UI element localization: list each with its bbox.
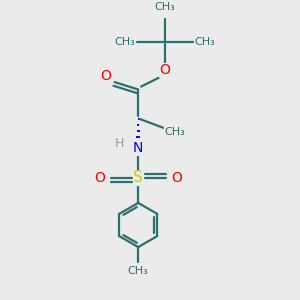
Text: CH₃: CH₃ xyxy=(154,2,175,12)
Text: S: S xyxy=(133,170,143,185)
Text: O: O xyxy=(159,63,170,77)
Text: CH₃: CH₃ xyxy=(165,127,185,137)
Text: CH₃: CH₃ xyxy=(194,38,215,47)
Text: H: H xyxy=(114,136,124,150)
Text: CH₃: CH₃ xyxy=(128,266,148,276)
Text: N: N xyxy=(133,141,143,155)
Text: O: O xyxy=(94,171,105,185)
Text: CH₃: CH₃ xyxy=(115,38,135,47)
Text: O: O xyxy=(100,69,111,83)
Text: O: O xyxy=(171,171,182,185)
